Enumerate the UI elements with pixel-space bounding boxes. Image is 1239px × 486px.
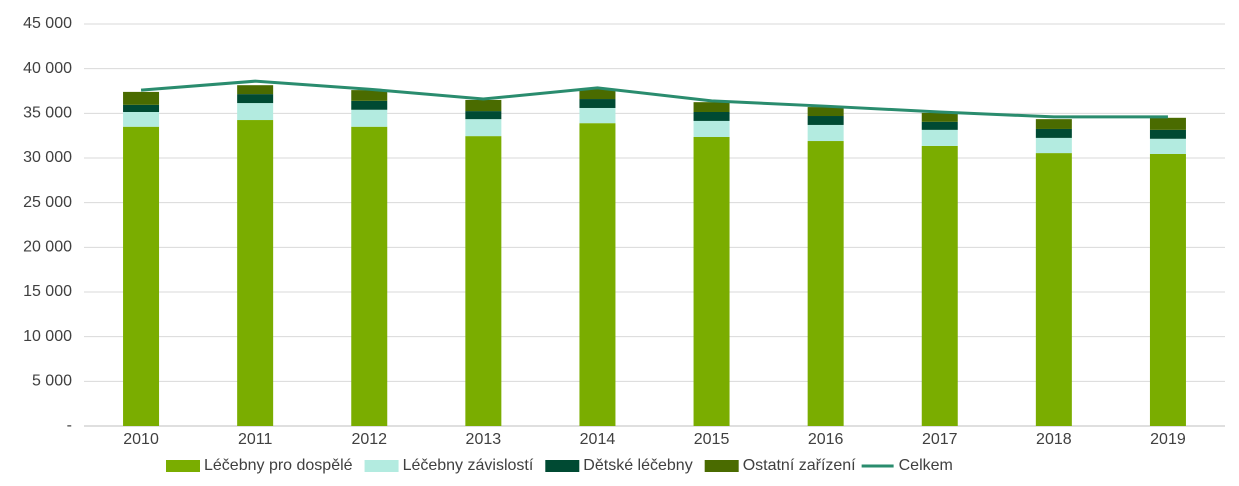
bar-segment [579, 107, 616, 124]
bar-segment [807, 141, 844, 426]
bar-segment [1035, 128, 1072, 138]
bar-segment [921, 129, 958, 146]
bar-segment [921, 145, 958, 426]
x-tick-label: 2010 [123, 431, 159, 448]
bar-segment [237, 103, 274, 121]
bar-segment [1149, 117, 1186, 130]
bar-segment [351, 90, 388, 101]
bar-segment [465, 136, 502, 426]
bar-segment [693, 120, 730, 138]
bar-segment [465, 111, 502, 120]
legend-label: Ostatní zařízení [743, 457, 856, 474]
x-tick-label: 2017 [922, 431, 958, 448]
bar-segment [807, 116, 844, 125]
legend-swatch [166, 460, 200, 472]
legend-label: Dětské léčebny [583, 457, 692, 474]
y-tick-label: 25 000 [23, 194, 72, 211]
bar-segment [351, 109, 388, 127]
x-tick-label: 2013 [466, 431, 502, 448]
bar-segment [1149, 129, 1186, 139]
bar-segment [123, 104, 160, 112]
bar-segment [807, 124, 844, 142]
y-tick-label: 15 000 [23, 283, 72, 300]
bar-segment [1149, 138, 1186, 154]
legend-swatch [364, 460, 399, 472]
x-tick-label: 2019 [1150, 431, 1186, 448]
legend-swatch [704, 460, 739, 472]
bar-segment [465, 99, 502, 112]
bar-segment [921, 112, 958, 122]
x-tick-label: 2014 [580, 431, 616, 448]
total-line [140, 79, 1168, 119]
bar-segment [237, 120, 274, 427]
bar-segment [921, 121, 958, 130]
y-tick-label: 5 000 [32, 373, 72, 390]
bar-segment [465, 119, 502, 137]
bar-segment [579, 89, 616, 100]
y-tick-label: 20 000 [23, 239, 72, 256]
y-tick-label: 30 000 [23, 149, 72, 166]
y-tick-label: 40 000 [23, 60, 72, 77]
bar-segment [693, 111, 730, 121]
bar-segment [579, 123, 616, 426]
legend-label: Celkem [899, 457, 953, 474]
x-tick-label: 2016 [808, 431, 844, 448]
bar-segment [1035, 153, 1072, 426]
y-tick-label: 10 000 [23, 328, 72, 345]
x-tick-label: 2012 [351, 431, 387, 448]
bar-segment [1035, 137, 1072, 154]
bar-segment [123, 126, 160, 426]
y-tick-label: 45 000 [23, 15, 72, 32]
bar-segment [693, 102, 730, 112]
legend-label: Léčebny závislostí [403, 457, 534, 474]
y-tick-label: - [67, 417, 72, 434]
y-tick-label: 35 000 [23, 105, 72, 122]
bar-segment [1149, 153, 1186, 427]
bar-segment [351, 126, 388, 426]
bar-segment [579, 99, 616, 108]
bar-segment [237, 85, 274, 95]
bar-segment [237, 94, 274, 104]
x-tick-label: 2018 [1036, 431, 1072, 448]
legend-label: Léčebny pro dospělé [204, 457, 353, 474]
bar-segment [807, 107, 844, 117]
x-tick-label: 2015 [694, 431, 730, 448]
bar-segment [123, 91, 160, 105]
legend-swatch [545, 460, 580, 472]
bar-segment [1035, 119, 1072, 129]
bar-segment [693, 137, 730, 427]
bar-segment [351, 100, 388, 110]
x-tick-label: 2011 [238, 431, 273, 448]
bar-segment [123, 111, 160, 127]
